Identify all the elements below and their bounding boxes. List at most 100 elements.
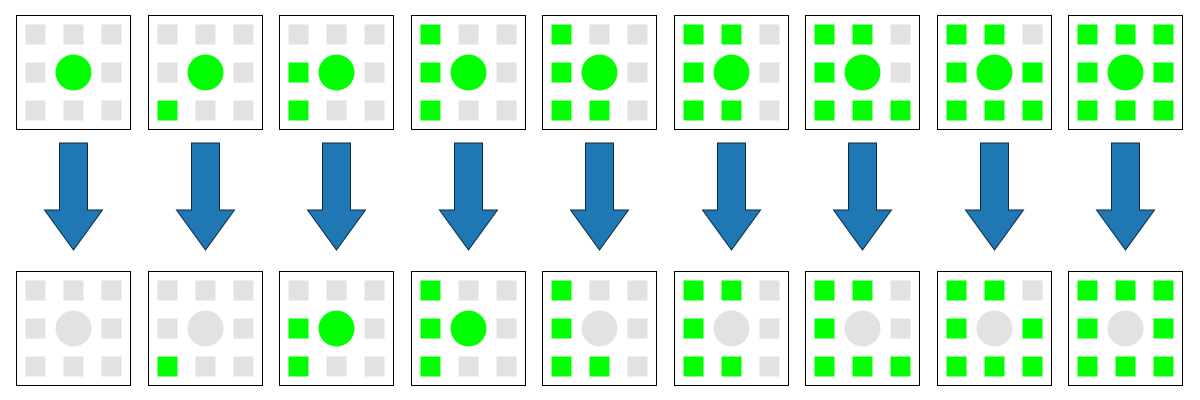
neighbor-cell-bottom-left-alive: [683, 100, 704, 121]
neighbor-cell-middle-right-dead: [364, 62, 385, 83]
after-panel-8: [937, 271, 1052, 386]
neighbor-cell-bottom-center-dead: [63, 100, 84, 121]
neighbor-cell-middle-right-dead: [627, 318, 648, 339]
after-panel-6: [674, 271, 789, 386]
transition-arrow-5: [569, 142, 630, 251]
neighbor-cell-bottom-right-dead: [101, 100, 122, 121]
center-cell-alive: [450, 54, 487, 91]
transition-arrow-8: [964, 142, 1025, 251]
neighbor-cell-middle-right-dead: [101, 318, 122, 339]
center-cell-dead: [55, 310, 92, 347]
neighbor-cell-top-right-dead: [101, 24, 122, 45]
neighbor-cell-bottom-left-alive: [946, 356, 967, 377]
neighbor-cell-middle-left-alive: [288, 62, 309, 83]
neighbor-cell-top-center-dead: [589, 24, 610, 45]
center-cell-alive: [1107, 54, 1144, 91]
neighbor-cell-top-center-alive: [721, 280, 742, 301]
neighbor-cell-bottom-center-alive: [852, 100, 873, 121]
neighbor-cell-top-left-dead: [157, 280, 178, 301]
neighbor-cell-middle-left-dead: [157, 318, 178, 339]
neighbor-cell-top-right-dead: [627, 280, 648, 301]
before-panel-3: [279, 15, 394, 130]
neighbor-cell-top-center-alive: [721, 24, 742, 45]
neighbor-cell-top-left-alive: [1077, 24, 1098, 45]
before-panel-4: [411, 15, 526, 130]
neighbor-cell-top-center-dead: [63, 280, 84, 301]
center-cell-dead: [976, 310, 1013, 347]
neighbor-cell-middle-right-dead: [759, 318, 780, 339]
neighbor-cell-bottom-left-alive: [814, 356, 835, 377]
neighbor-cell-bottom-left-alive: [420, 100, 441, 121]
neighbor-cell-bottom-left-dead: [25, 356, 46, 377]
neighbor-cell-top-right-dead: [496, 24, 517, 45]
neighbor-cell-middle-left-alive: [420, 62, 441, 83]
neighbor-cell-top-left-alive: [814, 280, 835, 301]
transition-arrow-9: [1095, 142, 1156, 251]
neighbor-cell-top-center-dead: [195, 24, 216, 45]
neighbor-cell-middle-left-alive: [683, 318, 704, 339]
neighbor-cell-top-right-dead: [364, 280, 385, 301]
neighbor-cell-top-left-dead: [288, 280, 309, 301]
neighbor-cell-middle-left-alive: [420, 318, 441, 339]
neighbor-cell-bottom-right-dead: [627, 100, 648, 121]
transition-arrow-4: [438, 142, 499, 251]
before-panel-8: [937, 15, 1052, 130]
neighbor-cell-bottom-center-dead: [195, 100, 216, 121]
neighbor-cell-top-center-alive: [1115, 24, 1136, 45]
center-cell-alive: [713, 54, 750, 91]
neighbor-cell-top-left-dead: [288, 24, 309, 45]
neighbor-cell-middle-left-alive: [551, 62, 572, 83]
neighbor-cell-top-right-dead: [627, 24, 648, 45]
neighbor-cell-top-right-dead: [759, 24, 780, 45]
neighbor-cell-bottom-center-dead: [63, 356, 84, 377]
neighbor-cell-bottom-left-alive: [946, 100, 967, 121]
neighbor-cell-middle-right-dead: [364, 318, 385, 339]
neighbor-cell-bottom-right-alive: [890, 100, 911, 121]
transition-arrow-7: [832, 142, 893, 251]
after-panel-5: [542, 271, 657, 386]
after-panel-9: [1068, 271, 1183, 386]
neighbor-cell-bottom-right-dead: [233, 100, 254, 121]
neighbor-cell-bottom-left-alive: [420, 356, 441, 377]
neighbor-cell-bottom-right-dead: [233, 356, 254, 377]
neighbor-cell-top-center-dead: [195, 280, 216, 301]
neighbor-cell-bottom-center-alive: [1115, 100, 1136, 121]
neighbor-cell-bottom-right-alive: [1153, 356, 1174, 377]
neighbor-cell-top-left-alive: [946, 280, 967, 301]
neighbor-cell-top-left-alive: [946, 24, 967, 45]
neighbor-cell-top-left-alive: [683, 24, 704, 45]
center-cell-dead: [713, 310, 750, 347]
neighbor-cell-bottom-center-alive: [589, 356, 610, 377]
neighbor-cell-top-center-alive: [852, 24, 873, 45]
neighbor-cell-top-center-alive: [984, 24, 1005, 45]
neighbor-cell-bottom-left-alive: [551, 356, 572, 377]
neighbor-cell-top-center-dead: [326, 280, 347, 301]
center-cell-dead: [1107, 310, 1144, 347]
neighbor-cell-top-left-alive: [814, 24, 835, 45]
neighbor-cell-bottom-left-alive: [551, 100, 572, 121]
neighbor-cell-middle-right-dead: [496, 62, 517, 83]
center-cell-alive: [318, 310, 355, 347]
neighbor-cell-bottom-left-alive: [1077, 356, 1098, 377]
center-cell-dead: [844, 310, 881, 347]
neighbor-cell-middle-left-dead: [25, 62, 46, 83]
neighbor-cell-bottom-center-alive: [721, 356, 742, 377]
neighbor-cell-bottom-left-alive: [157, 100, 178, 121]
neighbor-cell-bottom-right-dead: [759, 356, 780, 377]
neighbor-cell-top-left-dead: [157, 24, 178, 45]
neighbor-cell-top-right-dead: [890, 280, 911, 301]
before-panel-6: [674, 15, 789, 130]
neighbor-cell-bottom-left-alive: [157, 356, 178, 377]
neighbor-cell-bottom-right-alive: [1022, 100, 1043, 121]
neighbor-cell-top-right-dead: [233, 280, 254, 301]
neighbor-cell-bottom-right-alive: [890, 356, 911, 377]
neighbor-cell-middle-left-dead: [157, 62, 178, 83]
neighbor-cell-middle-left-alive: [814, 318, 835, 339]
neighbor-cell-bottom-center-alive: [984, 356, 1005, 377]
neighbor-cell-bottom-center-dead: [458, 356, 479, 377]
neighbor-cell-bottom-left-alive: [288, 100, 309, 121]
before-panel-5: [542, 15, 657, 130]
neighbor-cell-bottom-left-alive: [288, 356, 309, 377]
neighbor-cell-top-right-dead: [496, 280, 517, 301]
